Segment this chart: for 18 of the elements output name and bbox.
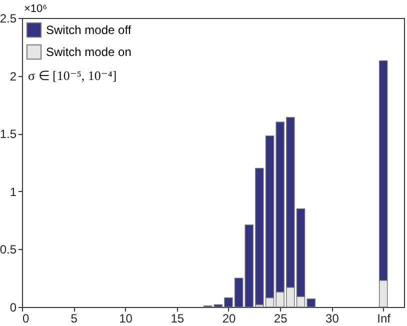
x-tick-label: 15 xyxy=(170,312,184,326)
x-tick-label: 25 xyxy=(274,312,288,326)
annotation: σ ∈ [10⁻⁵, 10⁻⁴] xyxy=(28,68,117,83)
y-tick-label: 2.5 xyxy=(0,12,17,26)
legend-label: Switch mode on xyxy=(46,45,132,59)
y-tick-label: 1 xyxy=(10,184,17,199)
y-tick-label: 1.5 xyxy=(0,127,17,142)
x-tick-label: Inf xyxy=(377,312,392,326)
y-tick-label: 0 xyxy=(10,300,17,314)
y-tick-label: 0.5 xyxy=(0,242,17,257)
legend-label: Switch mode off xyxy=(46,23,132,37)
x-tick-label: 10 xyxy=(119,312,133,326)
x-tick-label: 30 xyxy=(326,312,340,326)
x-tick-label: 0 xyxy=(22,312,30,326)
text: ×10⁶ xyxy=(24,3,48,15)
y-tick-label: 2 xyxy=(10,69,17,84)
x-tick-label: 5 xyxy=(70,312,78,326)
x-tick-label: 20 xyxy=(222,312,236,326)
